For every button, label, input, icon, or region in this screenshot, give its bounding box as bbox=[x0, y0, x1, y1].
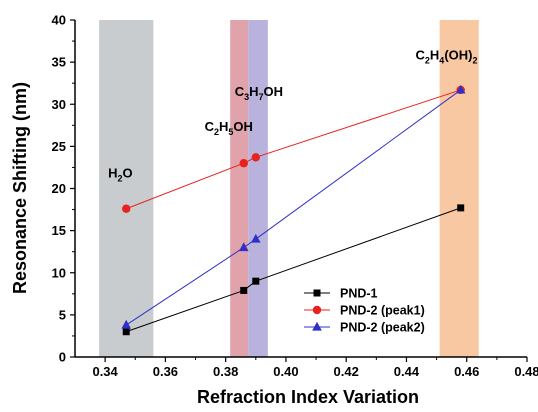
y-tick-label: 10 bbox=[52, 265, 66, 280]
data-point bbox=[238, 242, 249, 252]
highlight-band-3 bbox=[439, 20, 479, 357]
y-tick-label: 0 bbox=[59, 350, 66, 365]
legend-marker bbox=[312, 321, 322, 331]
x-tick-labels: 0.34 0.36 0.38 0.40 0.42 0.44 0.46 0.48 bbox=[92, 364, 538, 379]
y-tick-label: 15 bbox=[52, 223, 66, 238]
legend-label: PND-1 bbox=[340, 287, 378, 301]
x-tick-label: 0.40 bbox=[273, 364, 298, 379]
x-tick-label: 0.42 bbox=[334, 364, 359, 379]
x-tick-label: 0.48 bbox=[514, 364, 538, 379]
series-line-1 bbox=[126, 89, 461, 210]
series-line-0 bbox=[126, 207, 461, 333]
legend-label: PND-2 (peak2) bbox=[340, 321, 425, 335]
y-tick-label: 30 bbox=[52, 97, 66, 112]
legend-marker bbox=[312, 305, 322, 315]
y-tick-labels: 0 5 10 15 20 25 30 35 40 bbox=[52, 13, 66, 365]
y-axis-title: Resonance Shifting (nm) bbox=[10, 82, 30, 294]
y-tick-label: 25 bbox=[52, 139, 66, 154]
y-tick-label: 20 bbox=[52, 181, 66, 196]
y-tick-label: 5 bbox=[59, 307, 66, 322]
legend-marker bbox=[313, 289, 321, 297]
data-point bbox=[251, 233, 261, 243]
highlight-band-2 bbox=[248, 20, 268, 357]
series-markers bbox=[121, 84, 466, 336]
x-tick-label: 0.34 bbox=[92, 364, 118, 379]
legend-label: PND-2 (peak1) bbox=[340, 304, 425, 318]
y-tick-label: 40 bbox=[52, 13, 66, 28]
x-tick-label: 0.38 bbox=[213, 364, 238, 379]
data-point bbox=[122, 204, 131, 213]
annotations: H2O C2H5OH C3H7OH C2H4(OH)2 bbox=[108, 48, 477, 184]
compound-label: H2O bbox=[108, 166, 133, 184]
axes bbox=[70, 19, 528, 362]
x-tick-label: 0.44 bbox=[394, 364, 420, 379]
data-point bbox=[457, 204, 465, 212]
y-tick-label: 35 bbox=[52, 55, 66, 70]
highlight-band-0 bbox=[99, 20, 154, 357]
highlight-bands bbox=[99, 20, 479, 357]
data-point bbox=[121, 319, 132, 329]
data-point bbox=[122, 328, 130, 336]
data-point bbox=[251, 153, 260, 162]
series-lines bbox=[125, 89, 462, 333]
legend: PND-1 PND-2 (peak1) PND-2 (peak2) bbox=[304, 287, 425, 335]
x-tick-label: 0.46 bbox=[454, 364, 479, 379]
highlight-band-1 bbox=[230, 20, 249, 357]
x-tick-label: 0.36 bbox=[153, 364, 178, 379]
data-point bbox=[455, 84, 466, 94]
data-point bbox=[240, 286, 248, 294]
data-point bbox=[252, 277, 260, 285]
x-axis-title: Refraction Index Variation bbox=[197, 387, 419, 407]
compound-label: C3H7OH bbox=[235, 84, 283, 102]
series-line-2 bbox=[125, 89, 462, 326]
data-point bbox=[239, 159, 248, 168]
compound-label: C2H5OH bbox=[205, 119, 253, 137]
compound-label: C2H4(OH)2 bbox=[416, 48, 478, 66]
